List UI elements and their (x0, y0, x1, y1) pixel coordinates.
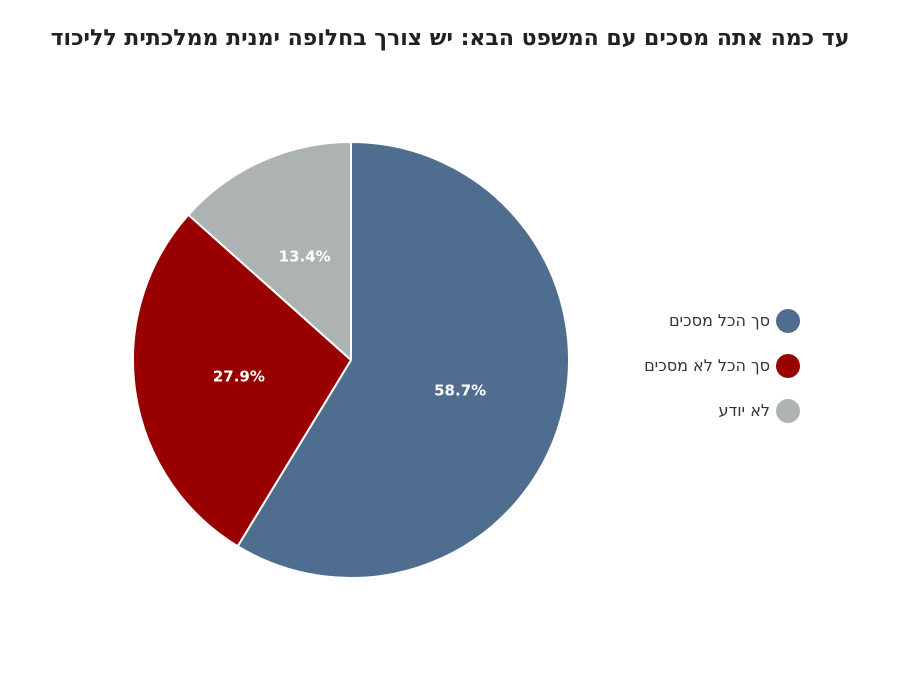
legend-swatch-disagree (776, 353, 800, 378)
legend-swatch-agree (776, 308, 800, 333)
legend-item-dont-know: לא יודע (560, 388, 800, 433)
legend-swatch-dont-know (776, 398, 800, 423)
pie-label-disagree: 27.9% (213, 368, 265, 386)
legend-item-disagree: סך הכל לא מסכים (560, 343, 800, 388)
pie-slice-disagree (132, 213, 352, 548)
legend-item-agree: סך הכל מסכים (560, 298, 800, 343)
chart-title: עד כמה אתה מסכים עם המשפט הבא: יש צורך ב… (50, 26, 850, 51)
pie-slice-agree (236, 141, 570, 579)
pie-label-agree: 58.7% (434, 382, 486, 400)
legend-label-disagree: סך הכל לא מסכים (644, 356, 770, 375)
pie-label-dont-know: 13.4% (279, 248, 331, 266)
chart-legend: סך הכל מסכים סך הכל לא מסכים לא יודע (560, 298, 800, 433)
pie-slices (132, 141, 570, 579)
pie-slice-dont-know (187, 141, 352, 361)
legend-label-dont-know: לא יודע (718, 401, 770, 420)
legend-label-agree: סך הכל מסכים (668, 311, 770, 330)
pie-slice-labels: 58.7% 27.9% 13.4% (213, 248, 486, 400)
